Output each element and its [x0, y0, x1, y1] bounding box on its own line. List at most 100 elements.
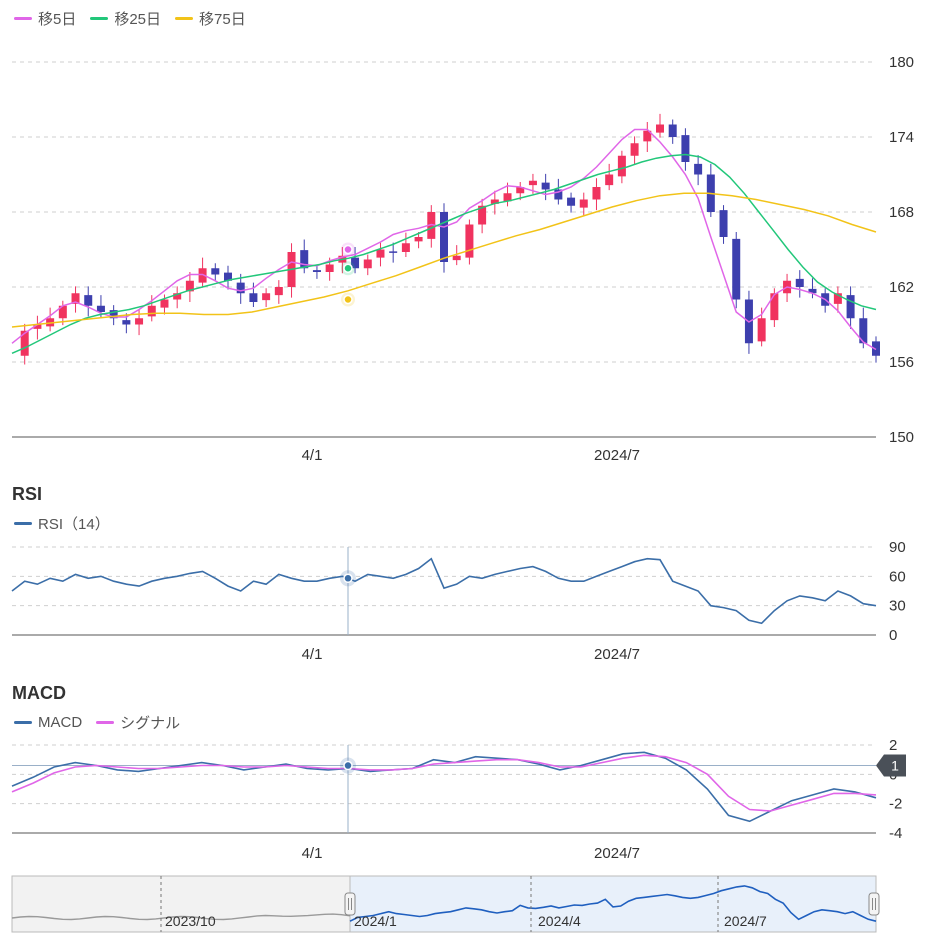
- navigator-tick-label: 2024/4: [538, 913, 581, 929]
- legend-swatch-macd: [14, 721, 32, 724]
- rsi-line: [11, 557, 877, 625]
- candle-body: [528, 180, 537, 186]
- navigator-right-handle[interactable]: [868, 892, 880, 916]
- legend-label-macd: MACD: [38, 714, 83, 731]
- macd-title: MACD: [12, 683, 66, 703]
- candle-body: [770, 293, 779, 321]
- legend-item-ma75[interactable]: 移75日: [175, 8, 246, 29]
- price-axis-tick-label: 180: [889, 54, 914, 71]
- navigator-tick-label: 2023/10: [165, 913, 216, 929]
- candle-body: [833, 293, 842, 304]
- candle-body: [122, 320, 131, 325]
- legend-label-signal: シグナル: [120, 715, 181, 732]
- candle-body: [503, 193, 512, 202]
- rsi-marker: [343, 573, 353, 584]
- ma25-marker: [343, 263, 353, 273]
- candle-body: [452, 255, 461, 261]
- candle-body: [478, 205, 487, 225]
- legend-label-ma5: 移5日: [38, 11, 77, 28]
- candle-body: [414, 237, 423, 242]
- candle-body: [224, 272, 232, 281]
- legend-item-macd[interactable]: MACD: [14, 714, 82, 731]
- ma5-line: [11, 128, 877, 351]
- legend-swatch-ma5: [14, 17, 32, 20]
- candle-body: [719, 210, 728, 237]
- candle-body: [325, 264, 334, 272]
- legend-swatch-ma75: [175, 17, 194, 20]
- candle-body: [440, 212, 448, 262]
- candle-body: [274, 287, 283, 296]
- candle-body: [312, 270, 321, 272]
- candle-body: [554, 189, 563, 200]
- legend-item-ma5[interactable]: 移5日: [14, 8, 76, 29]
- price-axis-tick-label: 168: [889, 204, 914, 221]
- rsi-axis-tick-label: 90: [889, 539, 906, 556]
- legend-label-ma25: 移25日: [114, 11, 162, 28]
- rsi-x-tick-label: 2024/7: [594, 646, 640, 663]
- legend-swatch-rsi: [14, 522, 32, 525]
- legend-item-rsi[interactable]: RSI（14）: [14, 513, 110, 534]
- ma75-marker: [343, 294, 353, 305]
- macd-marker: [343, 760, 353, 771]
- candle-body: [808, 288, 817, 294]
- navigator-selected-line: [349, 885, 877, 922]
- candle-body: [71, 293, 80, 304]
- candle-body: [84, 295, 93, 306]
- price-x-tick-label: 2024/7: [594, 447, 640, 464]
- macd-axis-tick-label: -2: [889, 796, 902, 813]
- rsi-title: RSI: [12, 484, 43, 504]
- candle-body: [236, 282, 245, 294]
- candle-body: [490, 199, 499, 204]
- rsi-axis-tick-label: 0: [889, 627, 897, 644]
- candle-body: [109, 310, 118, 319]
- rsi-axis-tick-label: 60: [889, 568, 906, 585]
- candle-body: [681, 135, 690, 162]
- candle-body: [592, 187, 601, 200]
- candle-body: [427, 212, 436, 239]
- signal-line: [11, 754, 877, 812]
- navigator-tick-label: 2024/7: [724, 913, 767, 929]
- macd-legend: MACD シグナル: [14, 712, 180, 733]
- legend-item-signal[interactable]: シグナル: [96, 712, 180, 733]
- rsi-axis-tick-label: 30: [889, 598, 906, 615]
- navigator-left-handle[interactable]: [344, 892, 356, 916]
- legend-label-ma75: 移75日: [199, 11, 246, 28]
- candle-body: [160, 299, 169, 308]
- candle-body: [198, 268, 207, 283]
- candle-body: [249, 293, 258, 302]
- rsi-x-tick-label: 4/1: [302, 646, 323, 663]
- legend-item-ma25[interactable]: 移25日: [90, 8, 161, 29]
- macd-x-tick-label: 2024/7: [594, 845, 640, 862]
- navigator-history-area: [11, 875, 351, 933]
- macd-axis-tick-label: 2: [889, 737, 897, 754]
- candle-body: [795, 278, 804, 287]
- candle-body: [732, 238, 741, 300]
- candle-body: [668, 124, 677, 137]
- navigator-right-handle-grip[interactable]: [868, 892, 880, 916]
- candle-body: [694, 163, 703, 175]
- candle-body: [859, 318, 868, 344]
- candle-body: [33, 324, 42, 329]
- main-legend: 移5日 移25日 移75日: [14, 8, 246, 29]
- candle-body: [465, 224, 474, 258]
- price-axis-tick-label: 162: [889, 279, 914, 296]
- candle-body: [389, 251, 398, 253]
- candle-body: [20, 330, 29, 356]
- price-axis-tick-label: 174: [889, 129, 914, 146]
- candle-body: [173, 293, 182, 300]
- rsi-legend: RSI（14）: [14, 513, 110, 534]
- candle-body: [846, 295, 855, 319]
- candle-body: [363, 259, 372, 269]
- candle-body: [757, 318, 766, 342]
- candle-body: [630, 143, 639, 156]
- price-axis-tick-label: 156: [889, 354, 914, 371]
- navigator-left-handle-grip[interactable]: [344, 892, 356, 916]
- macd-x-tick-label: 4/1: [302, 845, 323, 862]
- ma5-marker: [343, 244, 353, 255]
- candle-body: [567, 197, 576, 206]
- price-axis-tick-label: 150: [889, 429, 914, 446]
- ma75-line: [11, 192, 877, 328]
- candle-body: [58, 305, 67, 319]
- candle-body: [351, 257, 360, 269]
